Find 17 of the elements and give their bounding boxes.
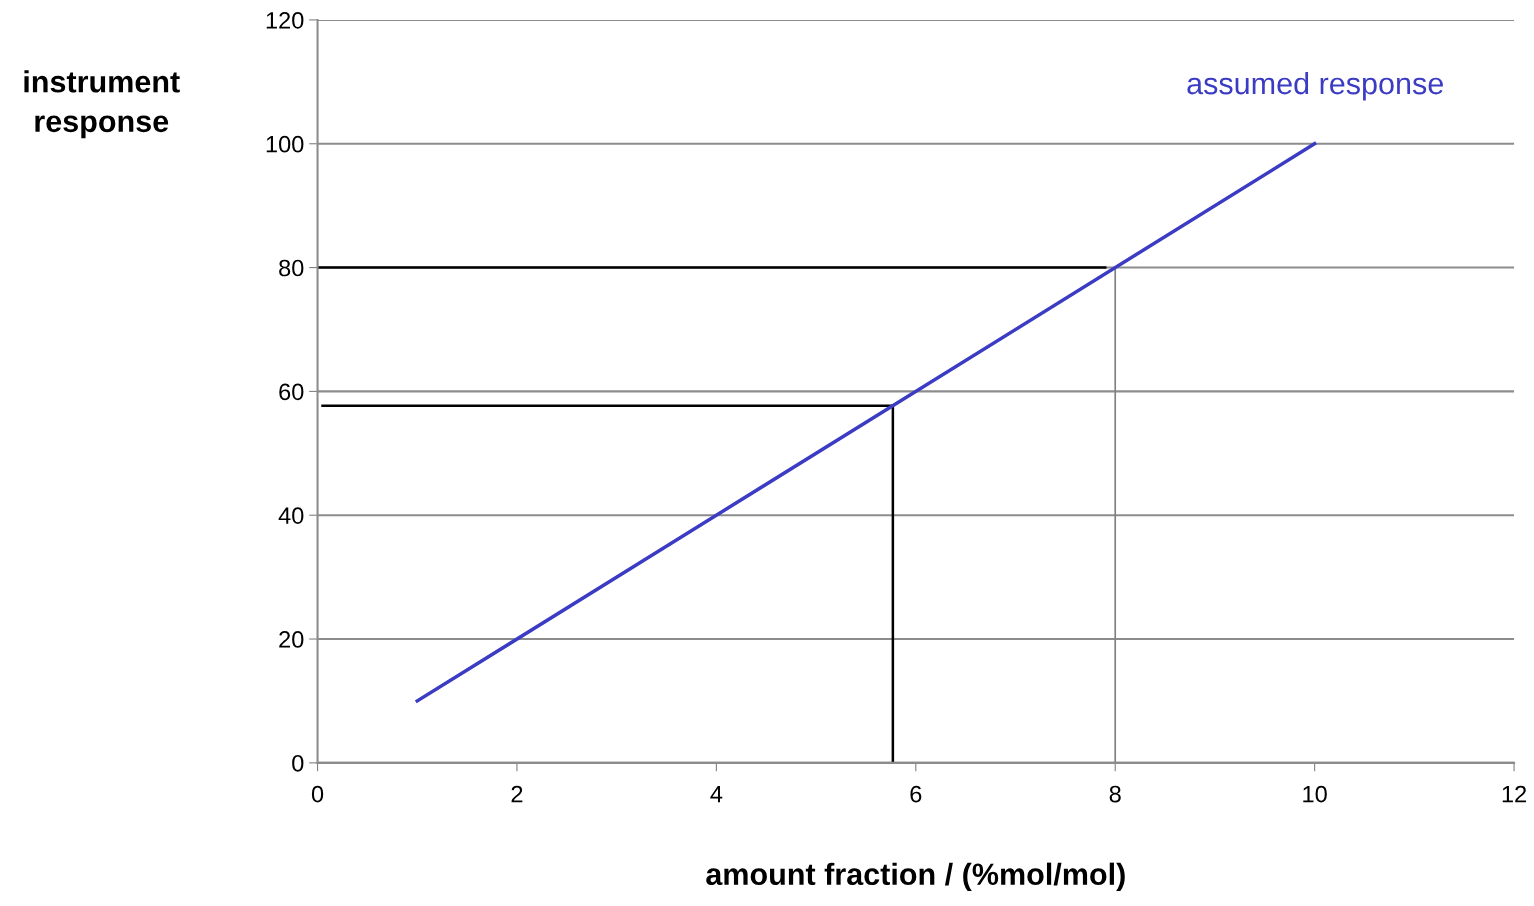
series-label: assumed response — [1187, 71, 1443, 101]
x-tick-label: 6 — [910, 785, 922, 803]
x-tick-label: 0 — [311, 785, 324, 803]
y-axis-title: instrument response — [24, 70, 180, 139]
y-tick-label: 20 — [279, 631, 304, 648]
y-tick-label: 80 — [279, 259, 304, 277]
y-tick-label: 0 — [292, 754, 304, 772]
y-tick-label: 60 — [279, 383, 304, 401]
x-tick-label: 10 — [1303, 785, 1327, 803]
x-tick-label: 8 — [1109, 785, 1121, 803]
y-tick-label: 120 — [266, 12, 304, 29]
y-tick-label: 100 — [266, 135, 304, 153]
x-tick-label: 4 — [710, 785, 723, 803]
x-tick-label: 12 — [1502, 785, 1527, 803]
x-axis-title: amount fraction / (%mol/mol) — [706, 862, 1125, 892]
y-tick-label: 40 — [278, 507, 304, 524]
x-tick-label: 2 — [511, 785, 523, 803]
